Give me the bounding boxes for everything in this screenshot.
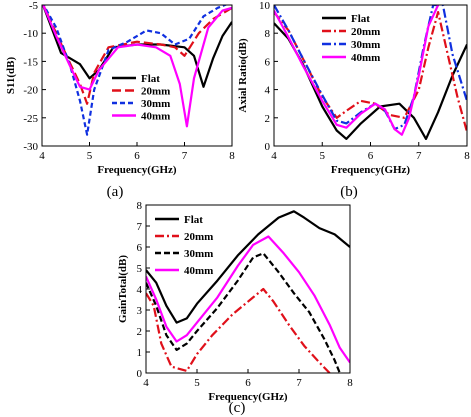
legend-label-40mm: 40mm bbox=[141, 111, 170, 123]
y-tick-label: 0 bbox=[137, 368, 143, 380]
y-tick-label: -20 bbox=[23, 85, 38, 97]
x-axis-label: Frequency(GHz) bbox=[331, 164, 411, 176]
series-line-Flat bbox=[146, 210, 350, 324]
x-tick-label: 8 bbox=[347, 377, 353, 389]
legend-label-20mm: 20mm bbox=[184, 231, 213, 243]
y-tick-label: -25 bbox=[23, 113, 38, 125]
axes-frame bbox=[41, 4, 233, 147]
series-line-30mm bbox=[146, 252, 341, 373]
x-tick-label: 4 bbox=[143, 377, 149, 389]
x-tick-label: 4 bbox=[271, 150, 277, 162]
x-tick-label: 7 bbox=[296, 377, 302, 389]
x-tick-label: 4 bbox=[39, 150, 45, 162]
y-axis-label: S11(dB) bbox=[5, 57, 17, 95]
x-tick-label: 8 bbox=[464, 150, 470, 162]
legend-label-Flat: Flat bbox=[184, 214, 203, 226]
series-line-20mm bbox=[146, 287, 331, 373]
x-tick-label: 5 bbox=[194, 377, 200, 389]
y-tick-label: 6 bbox=[265, 56, 271, 68]
y-tick-label: 2 bbox=[265, 113, 271, 125]
y-tick-label: 8 bbox=[265, 28, 271, 40]
x-tick-label: 7 bbox=[182, 150, 188, 162]
legend-label-20mm: 20mm bbox=[351, 26, 380, 38]
y-tick-label: -5 bbox=[29, 0, 39, 12]
legend-label-30mm: 30mm bbox=[141, 98, 170, 110]
y-tick-label: -10 bbox=[23, 28, 38, 40]
x-tick-label: 8 bbox=[229, 150, 235, 162]
legend-label-40mm: 40mm bbox=[351, 52, 380, 64]
legend: Flat 20mm 30mm 40mm bbox=[155, 214, 213, 277]
x-tick-label: 6 bbox=[368, 150, 374, 162]
legend-label-20mm: 20mm bbox=[141, 86, 170, 98]
y-tick-label: 4 bbox=[265, 85, 271, 97]
series-line-40mm bbox=[42, 5, 232, 128]
y-axis-label: GainTotal(dB) bbox=[117, 255, 129, 323]
y-tick-label: 5 bbox=[137, 263, 143, 275]
y-tick-label: 2 bbox=[137, 326, 143, 338]
x-tick-label: 5 bbox=[87, 150, 93, 162]
chart-panel-1: 4 5 6 7 8 0 2 4 6 8 10 Frequency(GHz) Axial Ratio(dB… bbox=[237, 0, 470, 200]
y-tick-label: 6 bbox=[137, 242, 143, 254]
x-tick-label: 5 bbox=[320, 150, 326, 162]
x-tick-label: 6 bbox=[245, 377, 251, 389]
legend-label-Flat: Flat bbox=[141, 73, 160, 85]
panel-caption: (c) bbox=[229, 400, 246, 416]
y-tick-label: 10 bbox=[259, 0, 271, 12]
y-tick-label: 8 bbox=[137, 200, 143, 212]
legend-label-30mm: 30mm bbox=[351, 39, 380, 51]
series-line-40mm bbox=[146, 235, 350, 364]
y-tick-label: 7 bbox=[137, 221, 143, 233]
x-tick-label: 6 bbox=[134, 150, 140, 162]
legend-label-40mm: 40mm bbox=[184, 265, 213, 277]
chart-panel-2: 4 5 6 7 8 0 1 2 3 4 5 6 7 8 Frequency(GHz) GainTotal(dB… bbox=[117, 200, 353, 416]
y-tick-label: 1 bbox=[137, 347, 143, 359]
y-tick-label: 4 bbox=[137, 284, 143, 296]
legend-label-Flat: Flat bbox=[351, 13, 370, 25]
panel-caption: (a) bbox=[107, 184, 124, 200]
x-axis-label: Frequency(GHz) bbox=[208, 391, 288, 403]
y-tick-label: -15 bbox=[23, 56, 38, 68]
x-axis-label: Frequency(GHz) bbox=[97, 164, 177, 176]
axes-frame bbox=[145, 204, 351, 374]
series-line-20mm bbox=[274, 11, 467, 133]
panel-caption: (b) bbox=[340, 184, 358, 200]
y-tick-label: 0 bbox=[265, 141, 271, 153]
x-tick-label: 7 bbox=[416, 150, 422, 162]
y-tick-label: 3 bbox=[137, 305, 143, 317]
y-tick-label: -30 bbox=[23, 141, 38, 153]
series-line-30mm bbox=[42, 5, 228, 136]
series-line-40mm bbox=[274, 5, 440, 136]
y-axis-label: Axial Ratio(dB) bbox=[237, 38, 249, 113]
chart-panel-0: 4 5 6 7 8 -5 -10 -15 -20 -25 -30 Frequency(GHz) S11(… bbox=[5, 0, 235, 200]
legend-label-30mm: 30mm bbox=[184, 248, 213, 260]
